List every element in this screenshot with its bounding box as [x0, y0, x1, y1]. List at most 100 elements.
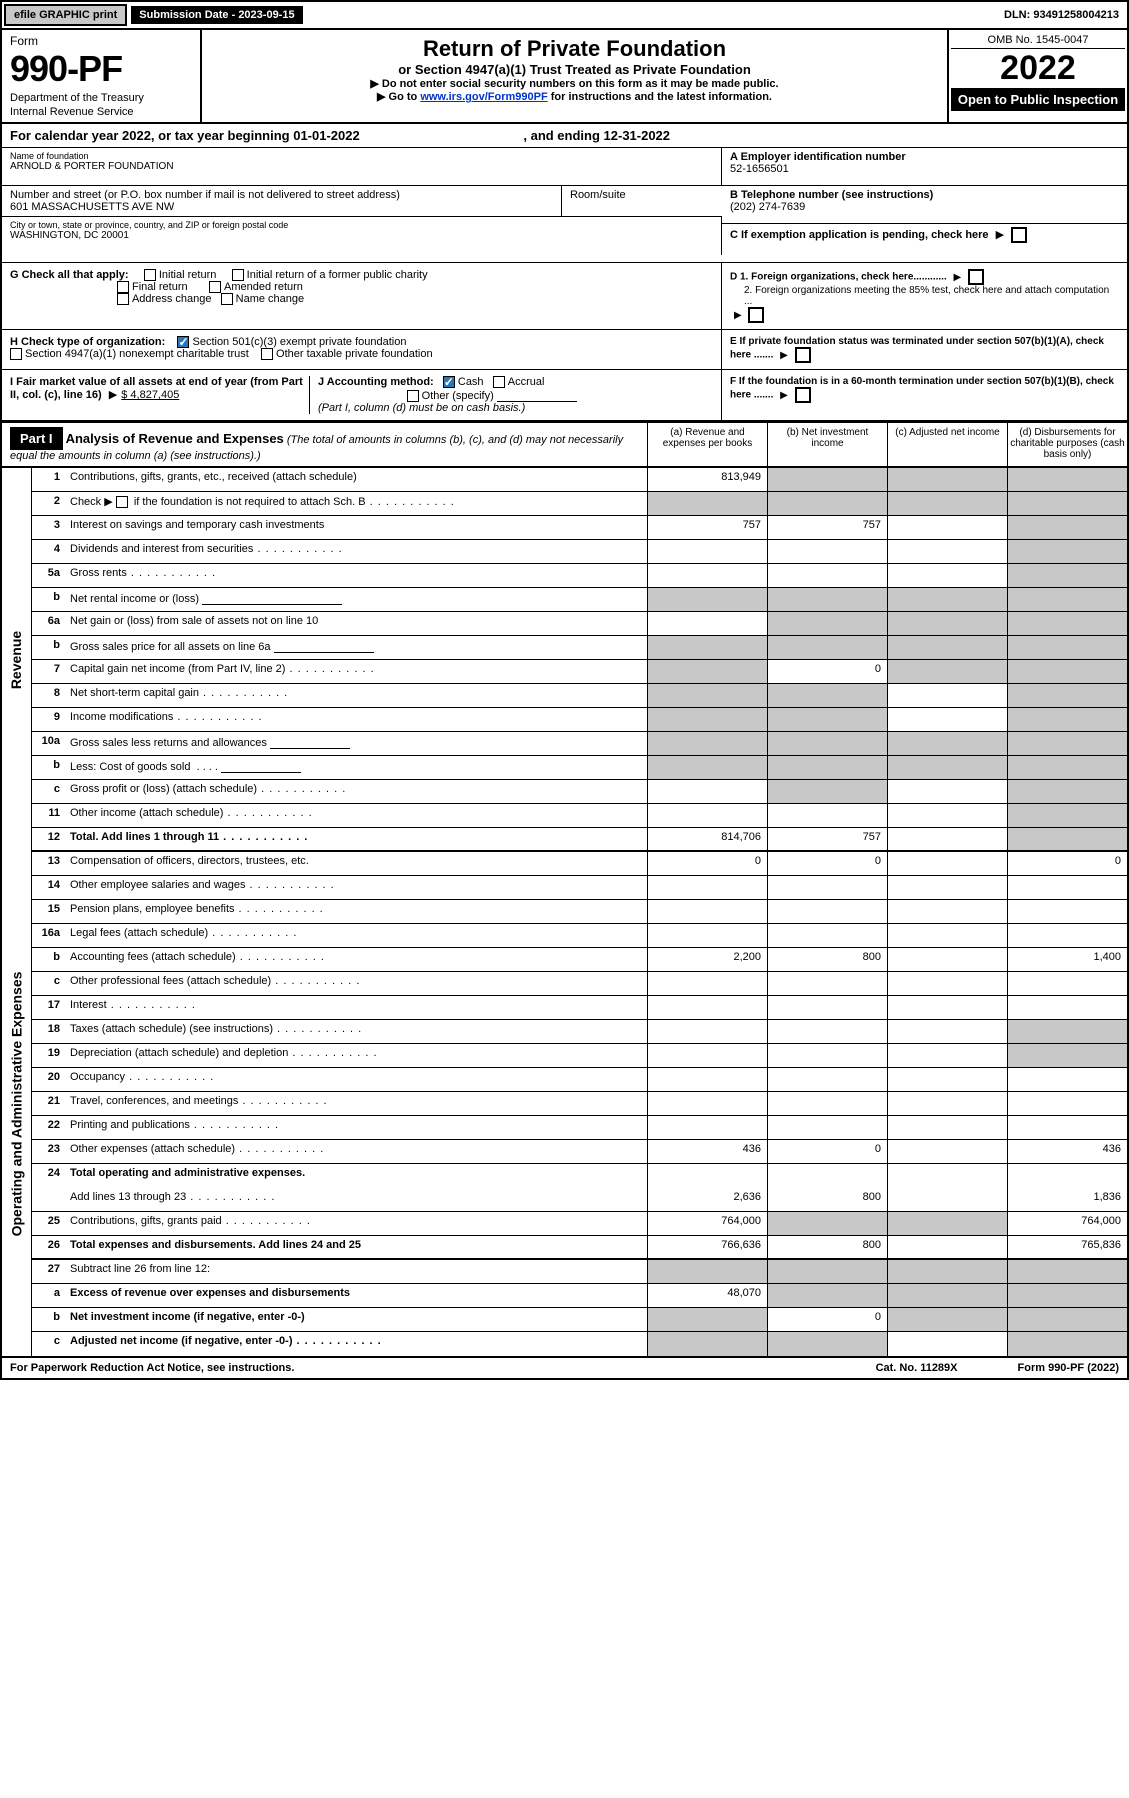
l7-b: 0 — [767, 660, 887, 683]
l13-a: 0 — [647, 852, 767, 875]
dots — [223, 807, 312, 819]
l16a-c — [887, 924, 1007, 947]
cb-foreign85[interactable] — [748, 307, 764, 323]
expenses-grid: Operating and Administrative Expenses 13… — [2, 852, 1127, 1356]
l8-text: Net short-term capital gain — [70, 687, 199, 699]
l10a-b — [767, 732, 887, 755]
line-19: 19 Depreciation (attach schedule) and de… — [32, 1044, 1127, 1068]
line-2: 2 Check ▶ if the foundation is not requi… — [32, 492, 1127, 516]
line-18: 18 Taxes (attach schedule) (see instruct… — [32, 1020, 1127, 1044]
d-checks: D 1. Foreign organizations, check here..… — [722, 263, 1127, 329]
l10b-input[interactable] — [221, 759, 301, 773]
cal-year-end: , and ending 12-31-2022 — [523, 128, 670, 143]
ln-num: 24 — [32, 1164, 66, 1188]
dots — [222, 1215, 311, 1227]
cb-other-method[interactable] — [407, 390, 419, 402]
l11-text: Other income (attach schedule) — [70, 807, 223, 819]
l23-c — [887, 1140, 1007, 1163]
form-title: Return of Private Foundation — [210, 36, 939, 62]
l23-a: 436 — [647, 1140, 767, 1163]
l14-a — [647, 876, 767, 899]
dots — [253, 543, 342, 555]
l27c-a — [647, 1332, 767, 1356]
dept-treasury: Department of the Treasury — [10, 92, 192, 104]
ln-num: 14 — [32, 876, 66, 899]
l24-c-val — [887, 1188, 1007, 1211]
cb-501c3[interactable] — [177, 336, 189, 348]
cb-schb[interactable] — [116, 496, 128, 508]
cb-initial-return[interactable] — [144, 269, 156, 281]
l16a-d — [1007, 924, 1127, 947]
foundation-info: Name of foundation ARNOLD & PORTER FOUND… — [2, 148, 1127, 263]
cb-amended[interactable] — [209, 281, 221, 293]
dots — [271, 975, 360, 987]
line-3: 3 Interest on savings and temporary cash… — [32, 516, 1127, 540]
ssn-note: ▶ Do not enter social security numbers o… — [210, 77, 939, 90]
l14-c — [887, 876, 1007, 899]
cb-terminated[interactable] — [795, 347, 811, 363]
cb-address-change[interactable] — [117, 293, 129, 305]
address-cell: Number and street (or P.O. box number if… — [2, 186, 562, 216]
h-checks: H Check type of organization: Section 50… — [2, 330, 722, 369]
dots — [235, 1143, 324, 1155]
cb-other-taxable[interactable] — [261, 348, 273, 360]
l24-a — [647, 1164, 767, 1188]
cb-cash[interactable] — [443, 376, 455, 388]
l8-b — [767, 684, 887, 707]
ln-num: 17 — [32, 996, 66, 1019]
line-26: 26 Total expenses and disbursements. Add… — [32, 1236, 1127, 1260]
l10a-input[interactable] — [270, 735, 350, 749]
name-label: Name of foundation — [10, 151, 713, 161]
l18-c — [887, 1020, 1007, 1043]
form-label: Form — [10, 34, 192, 48]
dept-irs: Internal Revenue Service — [10, 106, 192, 118]
col-d-header: (d) Disbursements for charitable purpose… — [1007, 423, 1127, 466]
cb-name-change[interactable] — [221, 293, 233, 305]
l24-desc: Total operating and administrative expen… — [66, 1164, 647, 1188]
l26-c — [887, 1236, 1007, 1258]
cb-foreign[interactable] — [968, 269, 984, 285]
cb-60month[interactable] — [795, 387, 811, 403]
efile-print-button[interactable]: efile GRAPHIC print — [4, 4, 127, 26]
l4-desc: Dividends and interest from securities — [66, 540, 647, 563]
part1-label: Part I — [10, 427, 63, 450]
l3-b: 757 — [767, 516, 887, 539]
l6b-input[interactable] — [274, 639, 374, 653]
cb-initial-former[interactable] — [232, 269, 244, 281]
ln-num: 18 — [32, 1020, 66, 1043]
other-input[interactable] — [497, 388, 577, 402]
l1-c — [887, 468, 1007, 491]
exemption-checkbox[interactable] — [1011, 227, 1027, 243]
cb-final[interactable] — [117, 281, 129, 293]
l10c-b — [767, 780, 887, 803]
cb-4947[interactable] — [10, 348, 22, 360]
l5b-input[interactable] — [202, 591, 342, 605]
l25-c — [887, 1212, 1007, 1235]
cb-accrual[interactable] — [493, 376, 505, 388]
line-5b: b Net rental income or (loss) — [32, 588, 1127, 612]
col-a-header: (a) Revenue and expenses per books — [647, 423, 767, 466]
l24-b — [767, 1164, 887, 1188]
l27b-a — [647, 1308, 767, 1331]
l26-desc: Total expenses and disbursements. Add li… — [66, 1236, 647, 1258]
l4-c — [887, 540, 1007, 563]
opt-amended: Amended return — [224, 281, 303, 293]
l5a-a — [647, 564, 767, 587]
line-24-title: 24 Total operating and administrative ex… — [32, 1164, 1127, 1188]
line-24: Add lines 13 through 23 2,636 800 1,836 — [32, 1188, 1127, 1212]
irs-link[interactable]: www.irs.gov/Form990PF — [420, 91, 547, 103]
l1-b — [767, 468, 887, 491]
l16a-text: Legal fees (attach schedule) — [70, 927, 208, 939]
l27a-a: 48,070 — [647, 1284, 767, 1307]
ln-num: c — [32, 1332, 66, 1356]
l4-a — [647, 540, 767, 563]
l12-a: 814,706 — [647, 828, 767, 850]
ln-num: 1 — [32, 468, 66, 491]
revenue-side-label: Revenue — [2, 468, 32, 852]
ln-num: 27 — [32, 1260, 66, 1283]
l16c-text: Other professional fees (attach schedule… — [70, 975, 271, 987]
l25-d: 764,000 — [1007, 1212, 1127, 1235]
l22-c — [887, 1116, 1007, 1139]
l6a-a — [647, 612, 767, 635]
l9-d — [1007, 708, 1127, 731]
